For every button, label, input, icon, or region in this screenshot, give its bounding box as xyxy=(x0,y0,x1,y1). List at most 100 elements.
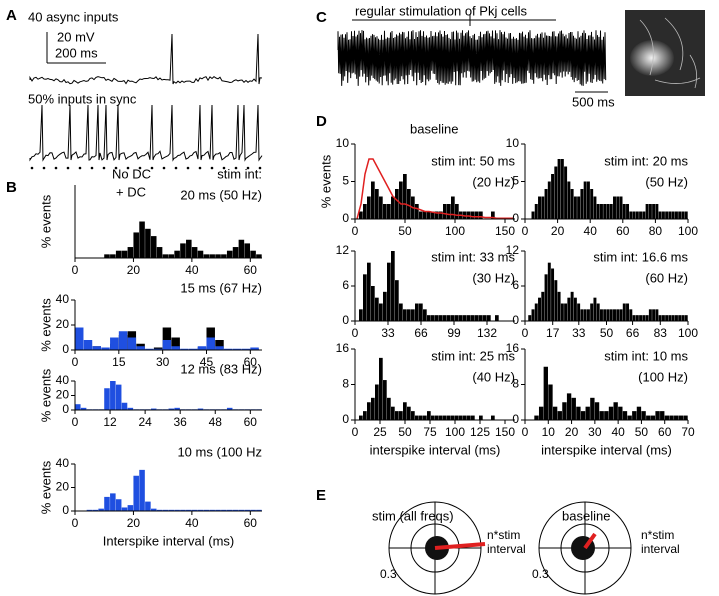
scale-label: 500 ms xyxy=(572,94,615,109)
histogram-bar xyxy=(599,309,603,321)
annotation: (60 Hz) xyxy=(645,270,688,285)
histogram-bar xyxy=(596,303,600,321)
histogram-bar xyxy=(636,406,642,420)
histogram-bar xyxy=(197,408,204,410)
histogram-bar xyxy=(534,204,538,219)
panel-letter: C xyxy=(316,9,327,26)
histogram-bar xyxy=(427,315,431,321)
histogram-bar xyxy=(197,509,204,511)
histogram-bar xyxy=(455,315,459,321)
baseline-line xyxy=(356,158,513,220)
voltage-trace xyxy=(29,33,263,85)
histogram-bar xyxy=(407,406,411,420)
histogram-bar xyxy=(447,415,451,420)
histogram-bar xyxy=(92,509,99,511)
panel-letter: E xyxy=(316,487,326,504)
histogram-bar xyxy=(156,247,163,258)
histogram-bar xyxy=(531,309,535,321)
y-axis-label: % events xyxy=(318,154,333,208)
histogram-bar xyxy=(665,315,669,321)
annotation: stim int: 10 ms xyxy=(604,348,688,363)
histogram-bar xyxy=(479,211,483,219)
histogram-bar xyxy=(641,411,646,420)
y-tick-label: 12 xyxy=(506,243,520,257)
histogram-bar xyxy=(658,211,662,219)
histogram-bar xyxy=(419,211,423,219)
histogram-bar xyxy=(573,196,577,219)
histogram-bar xyxy=(226,407,233,410)
histogram-bar xyxy=(580,411,586,420)
histogram-bar xyxy=(191,509,198,511)
histogram-bar xyxy=(121,250,128,258)
trace-label: 40 async inputs xyxy=(28,9,119,24)
histogram-bar xyxy=(635,315,639,321)
x-tick-label: 0 xyxy=(522,224,529,238)
histogram-bar xyxy=(622,411,628,420)
annotation: stim int: 25 ms xyxy=(431,348,515,363)
histogram-bar xyxy=(145,348,154,350)
x-tick-label: 100 xyxy=(445,425,465,439)
y-axis-label: % events xyxy=(38,460,53,514)
histogram-bar xyxy=(652,204,656,219)
histogram-bar xyxy=(153,348,163,350)
histogram-bar xyxy=(383,291,387,321)
histogram-bar xyxy=(363,274,367,321)
histogram-bar xyxy=(423,211,427,219)
x-tick-label: 132 xyxy=(477,326,497,340)
histogram-bar xyxy=(174,407,180,410)
histogram-bar xyxy=(221,509,227,511)
histogram-bar xyxy=(655,411,660,420)
histogram-bar xyxy=(395,411,399,420)
voltage-trace xyxy=(29,104,263,162)
x-tick-label: 150 xyxy=(495,425,515,439)
histogram-bar xyxy=(577,196,581,219)
histogram-bar xyxy=(121,402,128,410)
y-tick-label: 0 xyxy=(342,412,349,426)
histogram-bar xyxy=(531,211,535,219)
x-tick-label: 30 xyxy=(156,355,170,369)
legend-label: No DC xyxy=(112,166,151,181)
histogram-bar xyxy=(646,415,651,420)
x-tick-label: 60 xyxy=(616,224,630,238)
x-tick-label: 30 xyxy=(588,425,602,439)
x-tick-label: 24 xyxy=(138,415,152,429)
histogram-bar xyxy=(407,189,411,219)
x-tick-label: 45 xyxy=(200,355,214,369)
y-tick-label: 20 xyxy=(56,388,70,402)
x-tick-label: 66 xyxy=(626,326,640,340)
y-tick-label: 8 xyxy=(342,377,349,391)
x-tick-label: 20 xyxy=(565,425,579,439)
stim-dot xyxy=(162,166,166,170)
x-tick-label: 36 xyxy=(174,415,188,429)
histogram-bar xyxy=(171,346,180,350)
x-tick-label: 12 xyxy=(103,415,117,429)
histogram-bar xyxy=(491,415,495,420)
histogram-bar xyxy=(586,309,590,321)
y-tick-label: 40 xyxy=(56,456,70,470)
panel-letter: B xyxy=(6,179,17,196)
histogram-bar xyxy=(632,411,637,420)
stim-dot xyxy=(54,166,58,170)
histogram-bar xyxy=(590,189,594,219)
x-tick-label: 70 xyxy=(681,425,695,439)
histogram-bar xyxy=(150,236,157,258)
histogram-bar xyxy=(455,204,459,219)
histogram-bar xyxy=(678,415,684,420)
stim-dot xyxy=(210,166,214,170)
histogram-bar xyxy=(674,315,678,321)
x-tick-label: 40 xyxy=(611,425,625,439)
histogram-bar xyxy=(110,254,116,258)
histogram-bar xyxy=(423,415,427,420)
histogram-bar xyxy=(447,315,451,321)
histogram-bar xyxy=(547,262,551,321)
histogram-bar xyxy=(186,509,192,511)
annotation: 20 ms (50 Hz) xyxy=(180,187,262,202)
histogram-bar xyxy=(133,475,139,511)
vector-label: n*stim xyxy=(641,528,674,542)
histogram-bar xyxy=(467,315,471,321)
histogram-bar xyxy=(650,415,656,420)
x-tick-label: 48 xyxy=(209,415,223,429)
histogram-bar xyxy=(684,315,688,321)
radius-label: 0.3 xyxy=(380,567,397,581)
histogram-bar xyxy=(110,381,116,410)
